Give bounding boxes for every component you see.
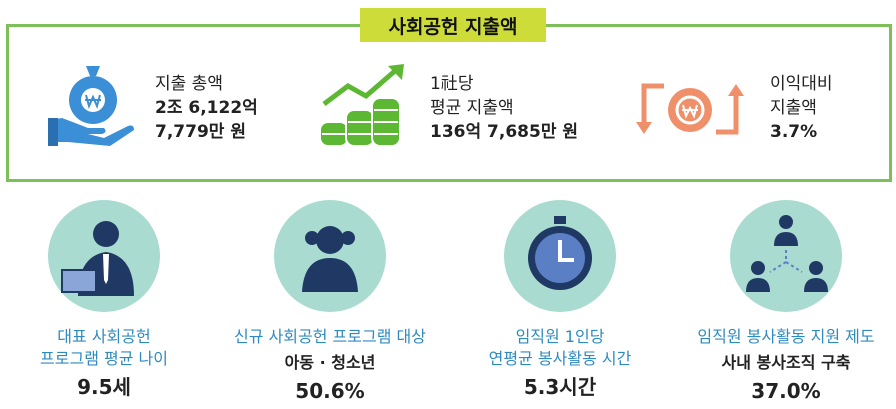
item-hours: 임직원 1인당 연평균 봉사활동 시간 5.3시간 [450,326,670,400]
stat-ratio: 이익대비 지출액 3.7% [770,72,833,144]
item-value: 9.5세 [77,375,131,399]
item-age: 대표 사회공헌 프로그램 평균 나이 9.5세 [0,326,214,400]
profit-ratio-icon [636,83,744,135]
item-value: 37.0% [751,379,821,403]
child-icon [302,226,358,292]
icon-circle [730,200,842,312]
stat-line: 이익대비 [770,74,833,94]
network-icon [746,215,828,292]
item-sub: 아동 · 청소년 [284,353,376,372]
stat-line: 136억 7,685만 원 [430,122,579,142]
stopwatch-icon [528,216,592,290]
stat-line: 평균 지출액 [430,98,514,118]
item-label: 연평균 봉사활동 시간 [488,349,632,368]
item-value: 5.3시간 [523,375,597,399]
item-sub: 사내 봉사조직 구축 [721,353,851,372]
item-label: 임직원 봉사활동 지원 제도 [697,327,875,346]
stat-line: 지출 총액 [155,74,223,94]
stat-line: 7,779만 원 [155,122,246,142]
item-support: 임직원 봉사활동 지원 제도 사내 봉사조직 구축 37.0% [676,326,896,404]
stat-line: 지출액 [770,98,817,118]
stat-line: 1社당 [430,74,474,94]
coins-icon [319,64,404,147]
title: 사회공헌 지출액 [388,15,518,38]
icon-circle [504,200,616,312]
stat-per-company: 1社당 평균 지출액 136억 7,685만 원 [430,72,578,144]
item-value: 50.6% [295,379,365,403]
item-label: 임직원 1인당 [515,327,605,346]
item-target: 신규 사회공헌 프로그램 대상 아동 · 청소년 50.6% [220,326,440,404]
stat-line: 3.7% [770,122,818,142]
icon-circle [48,200,160,312]
icon-circle [274,200,386,312]
item-label: 프로그램 평균 나이 [40,349,168,368]
stat-line: 2조 6,122억 [155,98,258,118]
item-label: 대표 사회공헌 [57,327,151,346]
money-hand-icon [48,66,134,146]
item-label: 신규 사회공헌 프로그램 대상 [234,327,426,346]
title-badge: 사회공헌 지출액 [360,8,546,42]
presenter-icon [61,221,134,296]
stat-total: 지출 총액 2조 6,122억 7,779만 원 [155,72,258,144]
